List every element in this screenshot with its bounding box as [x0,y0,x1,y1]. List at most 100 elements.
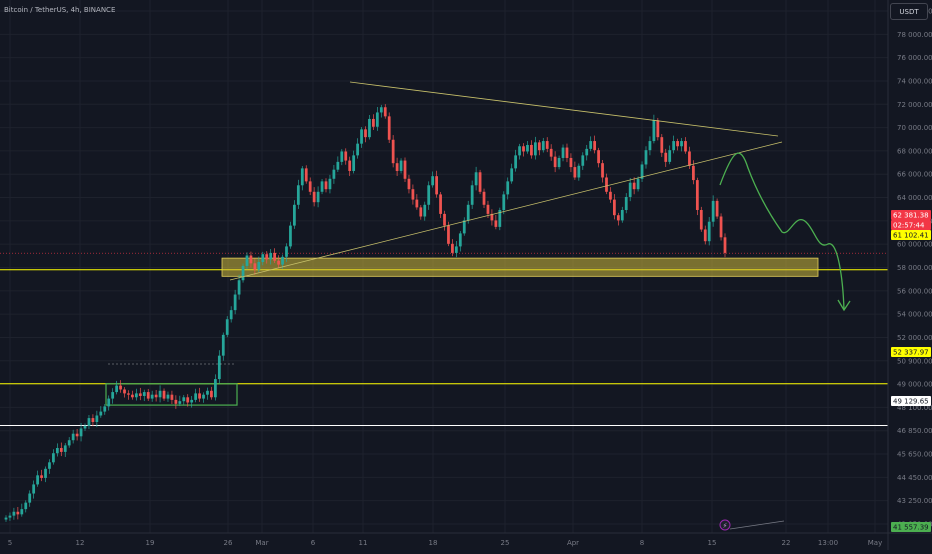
candle-body [32,484,36,494]
x-tick-label: 26 [224,539,233,547]
candle-body [59,448,63,452]
y-tick-label: 45 650.00 [897,451,932,459]
candle-body [565,147,569,158]
candle-body [174,399,178,404]
candle-body [443,213,446,226]
candle-body [640,164,644,179]
candle-body [71,433,75,441]
candle-body [688,151,691,166]
candle-body [178,401,182,404]
price-tag-label: 49 129.65 [893,398,929,406]
candle-body [99,411,103,416]
candle-body [379,107,383,113]
y-tick-label: 66 000.00 [897,171,932,179]
candle-body [423,204,427,217]
x-tick-label: 18 [429,539,438,547]
candle-body [494,220,498,227]
candle-body [213,379,217,398]
time-axis[interactable]: 5 12 19 26 Mar 6 11 18 25 Apr 8 15 22 13:00 May [0,532,932,547]
currency-button[interactable]: USDT [890,3,928,20]
candle-body [83,425,87,429]
candle-body [134,393,138,398]
candle-body [158,390,162,398]
price-tag-bg [891,230,931,240]
price-tag-label: 62 381.38 [893,212,929,220]
candle-body [707,221,711,242]
candle-body [16,511,20,515]
candle-body [530,144,533,156]
candle-body [474,172,478,186]
candle-body [573,167,577,178]
candle-body [577,165,581,178]
candle-body [407,178,411,190]
x-tick-label: 11 [359,539,368,547]
candle-body [439,194,442,214]
y-tick-label: 52 000.00 [897,334,932,342]
candle-body [699,209,703,230]
candle-body [419,207,423,217]
consolidation-box [105,383,238,406]
candle-body [63,445,67,452]
price-tag: 49 129.65 [891,396,931,406]
y-tick-label: 43 250.00 [897,497,932,505]
price-tag-label: 52 337.97 [893,349,929,357]
candle-body [454,246,458,253]
candle-body [166,394,170,399]
price-tag: 61 102.41 [891,230,931,240]
candle-body [202,394,205,399]
candle-body [514,155,518,169]
price-tag: 62 381.38 [891,210,931,220]
candle-body [107,398,111,407]
candle-body [245,255,249,266]
candle-body [462,220,466,234]
candle-body [466,204,470,221]
candle-body [352,155,356,171]
candle-body [447,225,450,244]
candle-body [585,148,589,156]
price-tag-bg [891,522,931,532]
y-tick-label: 70 000.00 [897,124,932,132]
candle-body [40,475,43,478]
candle-body [403,160,407,179]
candle-body [502,194,506,210]
candle-body [715,200,719,217]
candle-body [289,225,292,247]
candle-body [387,116,391,140]
y-tick-label: 54 000.00 [897,311,932,319]
candle-body [269,252,273,260]
candle-body [652,120,656,142]
x-tick-label: Apr [567,539,579,547]
projection-arrowhead [837,299,851,312]
candle-body [660,137,664,153]
price-tag: 52 337.97 [891,347,931,357]
candle-body [304,168,308,182]
candle-body [411,189,415,200]
candle-body [91,418,95,422]
candle-body [593,141,597,151]
candle-body [589,141,593,149]
candle-body [241,265,245,281]
candle-body [12,511,16,516]
candle-body [703,229,707,242]
candle-body [395,163,399,171]
candle-body [656,120,660,138]
candle-body [510,168,514,182]
x-tick-label: 12 [76,539,85,547]
y-tick-label: 44 450.00 [897,474,932,482]
candle-body [233,294,237,311]
candle-body [391,139,395,164]
candle-body [48,462,51,469]
candle-body [300,168,304,186]
candle-body [711,200,715,222]
candle-body [553,156,557,168]
price-tags: 62 381.38 02:57:44 61 102.41 52 337.97 49 12… [891,210,931,532]
x-tick-label: 19 [146,539,155,547]
y-tick-label: 78 000.00 [897,31,932,39]
candle-body [8,515,12,518]
candle-body [676,141,679,147]
grid-lines [0,0,888,533]
x-tick-label: May [868,539,882,547]
